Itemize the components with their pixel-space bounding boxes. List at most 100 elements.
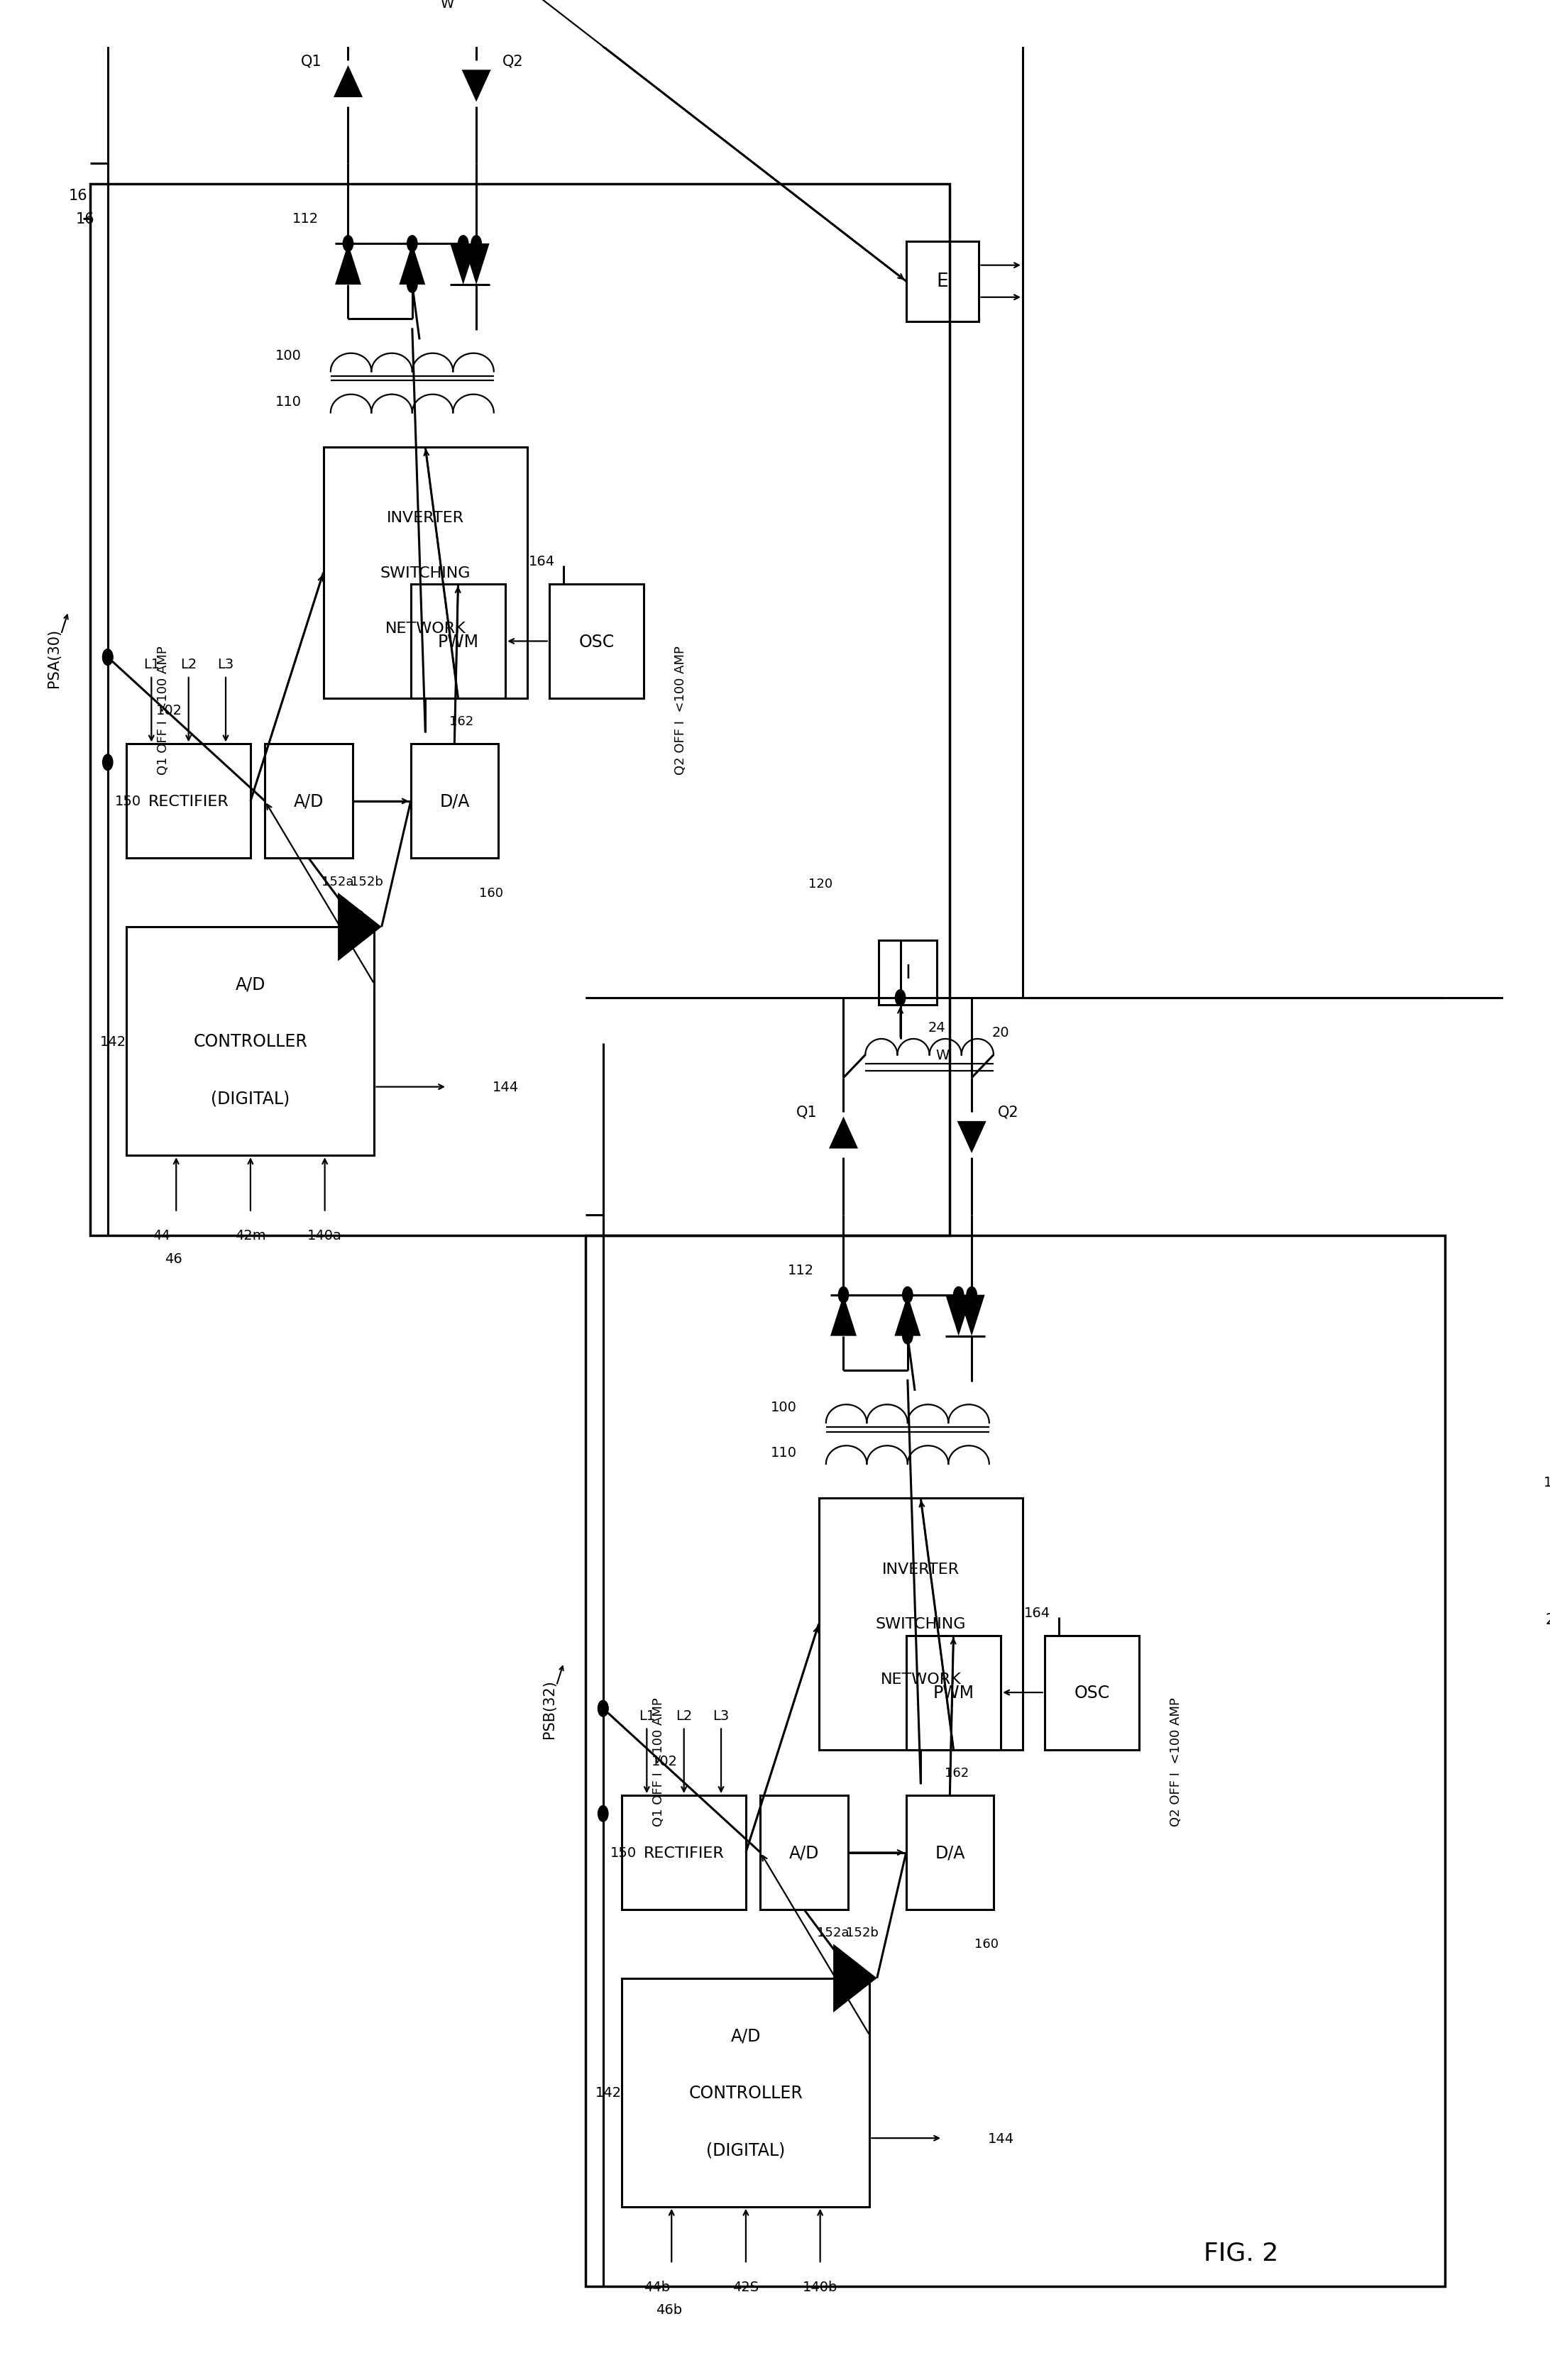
Polygon shape [462,71,491,102]
Polygon shape [829,1116,859,1150]
Text: 42S: 42S [733,2280,759,2294]
Bar [907,243,980,321]
Text: 120: 120 [808,878,832,890]
Text: 152a: 152a [322,876,353,888]
Text: Q2 OFF I  <100 AMP: Q2 OFF I <100 AMP [1169,1697,1183,1825]
Text: 164: 164 [529,555,555,569]
Bar [90,186,950,1235]
Text: 100: 100 [276,350,301,362]
Text: 16: 16 [76,212,95,226]
Polygon shape [335,245,361,286]
Text: 150: 150 [115,795,141,809]
Bar [907,1635,1001,1749]
Text: CONTROLLER: CONTROLLER [688,2085,803,2102]
Text: 42m: 42m [236,1228,267,1242]
Circle shape [839,1288,848,1304]
Text: 150: 150 [611,1847,637,1859]
Text: Q1: Q1 [301,55,322,69]
Bar [907,1795,994,1909]
Text: Q2: Q2 [998,1104,1018,1119]
Polygon shape [894,1295,921,1335]
Text: 160: 160 [479,888,502,900]
Text: FIG. 2: FIG. 2 [1204,2240,1279,2263]
Text: 160: 160 [975,1937,998,1949]
Circle shape [902,1328,913,1345]
Text: NETWORK: NETWORK [384,621,465,635]
Text: L3: L3 [713,1709,730,1723]
Text: 112: 112 [293,212,319,226]
Text: PWM: PWM [437,633,479,650]
Circle shape [902,1288,913,1304]
Text: L2: L2 [180,657,197,671]
Text: SWITCHING: SWITCHING [876,1616,966,1630]
Text: L3: L3 [217,657,234,671]
Text: W: W [440,0,454,12]
Circle shape [408,236,417,252]
Text: 112: 112 [787,1264,814,1276]
Polygon shape [463,245,490,286]
Polygon shape [958,1121,986,1154]
Text: A/D: A/D [236,976,265,992]
Text: 44b: 44b [643,2280,670,2294]
Polygon shape [338,892,381,962]
Bar [761,1795,848,1909]
Bar [265,745,352,859]
Text: 24: 24 [928,1021,946,1035]
Text: L1: L1 [143,657,160,671]
Circle shape [471,236,482,252]
Text: RECTIFIER: RECTIFIER [643,1844,724,1859]
Text: 16: 16 [68,188,87,202]
Text: 152: 152 [341,909,364,921]
Text: PSB(32): PSB(32) [542,1680,556,1737]
Text: Q1 OFF I  <100 AMP: Q1 OFF I <100 AMP [157,645,169,774]
Circle shape [408,276,417,293]
Text: CONTROLLER: CONTROLLER [194,1033,307,1050]
Text: OSC: OSC [578,633,614,650]
Text: A/D: A/D [293,793,324,809]
Text: A/D: A/D [789,1844,820,1861]
Bar [1045,1635,1139,1749]
Bar [622,1978,870,2206]
Text: 162: 162 [449,716,474,728]
Bar [818,1499,1023,1749]
Circle shape [953,1288,964,1304]
Text: 44: 44 [153,1228,170,1242]
Text: PWM: PWM [933,1685,973,1702]
Text: 152b: 152b [350,876,383,888]
Text: 102: 102 [155,704,181,716]
Bar [411,745,498,859]
Text: D/A: D/A [935,1844,966,1861]
Polygon shape [449,245,476,286]
Circle shape [967,1288,977,1304]
Circle shape [598,1702,608,1716]
Text: 20: 20 [992,1026,1009,1040]
Text: NETWORK: NETWORK [880,1673,961,1687]
Bar [127,928,375,1157]
Text: I: I [905,964,910,983]
Circle shape [343,236,353,252]
Text: 22: 22 [1545,1611,1550,1626]
Polygon shape [831,1295,857,1335]
Circle shape [102,650,113,666]
Text: INVERTER: INVERTER [882,1561,959,1576]
Text: 140b: 140b [803,2280,837,2294]
Text: Q2: Q2 [502,55,524,69]
Text: SWITCHING: SWITCHING [380,566,471,581]
Bar [549,585,643,700]
Text: 152: 152 [835,1961,860,1973]
Text: 140a: 140a [307,1228,343,1242]
Text: L2: L2 [676,1709,693,1723]
Text: PSA(30): PSA(30) [46,628,60,688]
Bar [324,447,527,700]
Circle shape [896,990,905,1007]
Text: 142: 142 [595,2085,622,2099]
Bar [622,1795,746,1909]
Text: 152a: 152a [817,1925,849,1940]
Circle shape [102,650,113,666]
Circle shape [598,1806,608,1821]
Text: 110: 110 [276,395,301,409]
Polygon shape [834,1944,877,2013]
Bar [411,585,505,700]
Text: 11': 11' [1544,1476,1550,1490]
Text: 46b: 46b [656,2304,682,2316]
